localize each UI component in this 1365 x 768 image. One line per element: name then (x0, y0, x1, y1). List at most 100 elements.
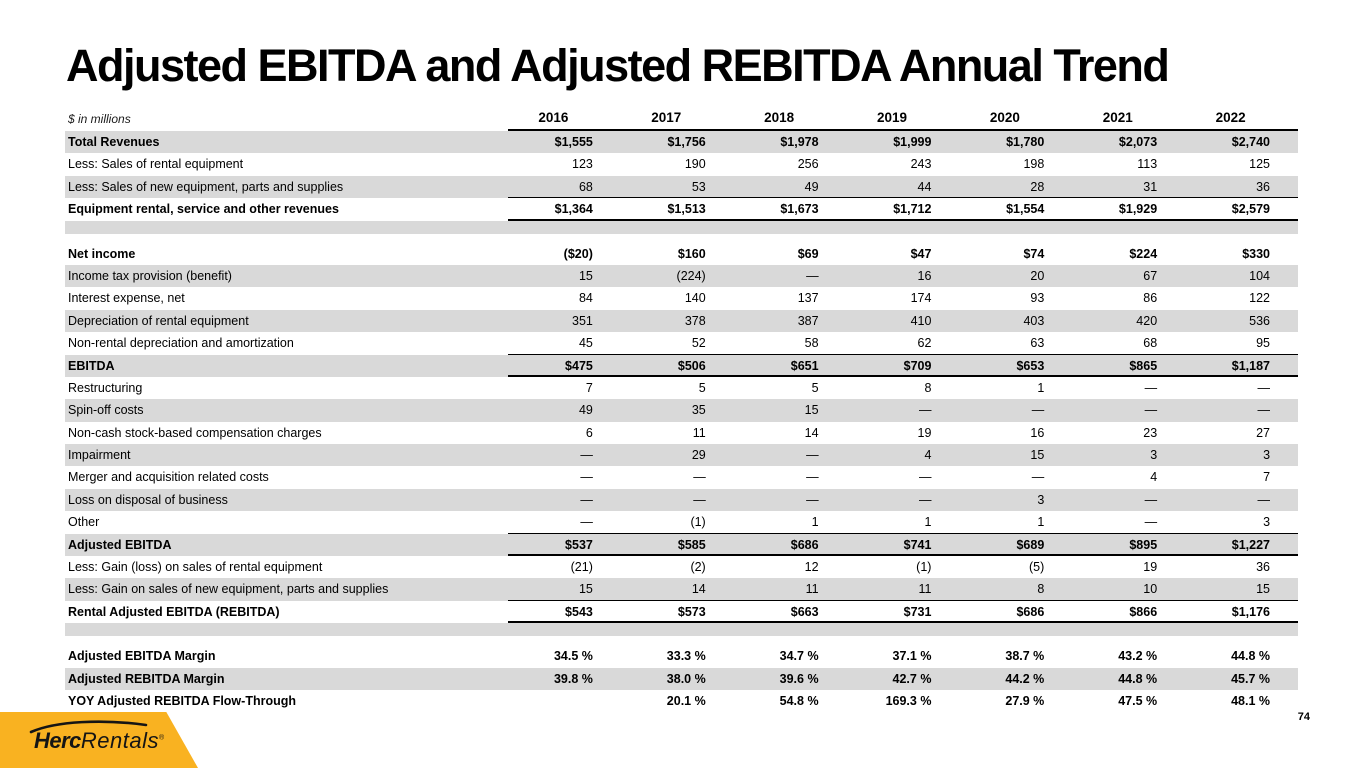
cell: 12 (804, 560, 819, 575)
year-header-cells: 2016 2017 2018 2019 2020 2021 2022 (508, 110, 1298, 131)
cell: 43.2 % (1118, 649, 1158, 664)
row-label: Adjusted EBITDA (68, 537, 172, 552)
cell: — (806, 492, 819, 507)
cell: $1,554 (1006, 202, 1045, 217)
cell: — (1257, 380, 1271, 395)
row-values: $475 $506 $651 $709 $653 $865 $1,187 (508, 355, 1298, 377)
cell: 38.0 % (666, 671, 706, 686)
cell: 36 (1256, 560, 1271, 575)
table-row: EBITDA $475 $506 $651 $709 $653 $865 $1,187 (65, 354, 1298, 377)
cell: 52 (691, 336, 706, 351)
cell: $663 (790, 604, 819, 619)
cell: 45.7 % (1231, 671, 1271, 686)
cell: 14 (804, 425, 819, 440)
row-label: Loss on disposal of business (68, 492, 228, 507)
cell: 37.1 % (892, 649, 932, 664)
cell: $1,999 (893, 135, 932, 149)
year-header: 2019 (876, 110, 908, 125)
cell: 16 (1030, 425, 1045, 440)
table-header-row: $ in millions 2016 2017 2018 2019 2020 2021 20… (65, 104, 1298, 131)
cell: 3 (1263, 448, 1271, 463)
spacer-row (65, 220, 1298, 234)
cell: 93 (1030, 291, 1045, 306)
cell: $731 (903, 604, 932, 619)
cell: — (806, 268, 819, 283)
logo-brand-light: Rentals (80, 728, 160, 753)
table-row: Income tax provision (benefit) 15 (224) — 16… (65, 264, 1298, 288)
cell: 44.8 % (1231, 649, 1271, 664)
cell: — (1144, 380, 1158, 395)
cell: (21) (570, 560, 593, 575)
cell: 95 (1256, 336, 1271, 351)
row-values: 49 35 15 — — — — (508, 399, 1298, 421)
cell: $1,176 (1231, 604, 1271, 619)
cell: 1 (811, 515, 819, 530)
cell: — (580, 492, 593, 507)
table-row: Less: Sales of new equipment, parts and … (65, 175, 1298, 199)
row-values: — 29 — 4 15 3 3 (508, 444, 1298, 466)
cell: $865 (1129, 358, 1158, 373)
cell: 104 (1249, 268, 1271, 283)
cell: 20 (1030, 268, 1045, 283)
cell: 48.1 % (1231, 693, 1271, 708)
cell: — (580, 448, 593, 463)
cell: (224) (676, 268, 706, 283)
cell: — (580, 515, 593, 530)
table-row: Restructuring 7 5 5 8 1 — — (65, 377, 1298, 399)
cell: $1,756 (667, 135, 706, 149)
table-row: Less: Gain on sales of new equipment, pa… (65, 578, 1298, 601)
row-label: Income tax provision (benefit) (68, 268, 232, 283)
cell: (2) (690, 560, 706, 575)
cell: 11 (918, 582, 932, 597)
year-header: 2022 (1215, 110, 1246, 125)
row-label: Non-cash stock-based compensation charge… (68, 425, 322, 440)
cell: 34.7 % (779, 649, 819, 664)
year-header: 2016 (538, 110, 569, 125)
cell: 4 (924, 448, 932, 463)
row-values: — — — — — 4 7 (508, 466, 1298, 488)
row-label: Less: Gain (loss) on sales of rental equ… (68, 560, 323, 575)
cell: 39.6 % (779, 671, 819, 686)
table-row: Equipment rental, service and other reve… (65, 198, 1298, 221)
cell: 44.2 % (1005, 671, 1045, 686)
row-label: Net income (68, 246, 136, 261)
table-row: Other — (1) 1 1 1 — 3 (65, 511, 1298, 534)
cell: $506 (677, 358, 706, 373)
cell: 44.8 % (1118, 671, 1158, 686)
cell: $573 (677, 604, 706, 619)
row-values: 20.1 % 54.8 % 169.3 % 27.9 % 47.5 % 48.1 % (508, 690, 1298, 712)
cell: 7 (585, 380, 593, 395)
cell: $224 (1129, 246, 1158, 261)
row-label: Other (68, 515, 100, 530)
row-label: Adjusted EBITDA Margin (68, 649, 216, 664)
cell: 169.3 % (885, 693, 932, 708)
cell: 36 (1256, 179, 1271, 194)
cell: $1,978 (780, 135, 819, 149)
cell: 5 (811, 380, 819, 395)
cell: 19 (1143, 560, 1158, 575)
cell: 140 (684, 291, 706, 306)
row-label: Non-rental depreciation and amortization (68, 336, 294, 351)
cell: 27.9 % (1005, 693, 1045, 708)
cell: $2,579 (1231, 202, 1271, 217)
cell: $1,780 (1006, 135, 1045, 149)
cell (508, 690, 621, 712)
page-title: Adjusted EBITDA and Adjusted REBITDA Ann… (66, 40, 1170, 91)
table-row: Total Revenues $1,555 $1,756 $1,978 $1,999 $1… (65, 131, 1298, 154)
cell: 84 (578, 291, 593, 306)
cell: 5 (698, 380, 706, 395)
cell: ($20) (563, 246, 593, 261)
cell: 58 (804, 336, 819, 351)
row-values: 15 (224) — 16 20 67 104 (508, 265, 1298, 287)
cell: $651 (790, 358, 819, 373)
registered-mark: ® (159, 734, 165, 742)
cell: $330 (1242, 246, 1271, 261)
table-row: Loss on disposal of business — — — — 3 — — (65, 488, 1298, 512)
cell: — (1031, 403, 1045, 418)
table-row: Adjusted REBITDA Margin 39.8 % 38.0 % 39.6 … (65, 667, 1298, 690)
cell: — (693, 470, 706, 485)
row-label: Less: Gain on sales of new equipment, pa… (68, 582, 389, 597)
table-row: Rental Adjusted EBITDA (REBITDA) $543 $573… (65, 601, 1298, 624)
cell: $1,513 (667, 202, 706, 217)
row-values: $1,364 $1,513 $1,673 $1,712 $1,554 $1,929 $2,5… (508, 198, 1298, 221)
